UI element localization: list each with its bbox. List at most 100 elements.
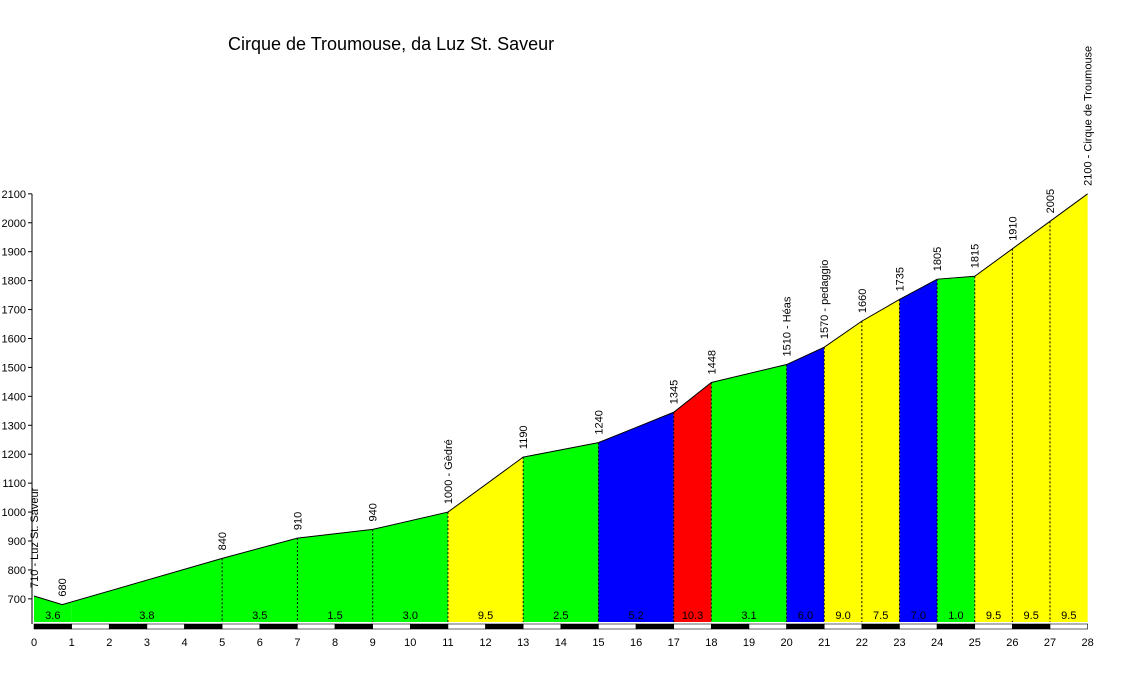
gradient-label: 9.5 <box>1024 610 1039 622</box>
km-scale-cell <box>146 623 185 630</box>
gradient-label: 6.0 <box>798 610 813 622</box>
gradient-label: 9.5 <box>478 610 493 622</box>
x-tick-label: 6 <box>257 637 263 649</box>
x-tick-label: 7 <box>294 637 300 649</box>
x-tick-label: 25 <box>969 637 981 649</box>
x-tick-label: 8 <box>332 637 338 649</box>
segment-fill <box>34 595 72 622</box>
gradient-label: 3.6 <box>45 610 60 622</box>
elevation-label: 1345 <box>669 380 681 404</box>
y-tick-label: 1800 <box>2 276 26 288</box>
x-tick-label: 9 <box>370 637 376 649</box>
x-tick-label: 1 <box>69 637 75 649</box>
y-tick-label: 1600 <box>2 333 26 345</box>
gradient-label: 3.8 <box>139 610 154 622</box>
segment-fill <box>297 529 373 622</box>
gradient-label: 10.3 <box>682 610 703 622</box>
km-scale-cell <box>334 623 373 630</box>
gradient-label: 3.1 <box>741 610 756 622</box>
elevation-label: 710 - Luz St. Saveur <box>29 487 41 588</box>
km-scale-cell <box>598 623 637 630</box>
km-scale-cell <box>748 623 787 630</box>
gradient-label: 5.2 <box>628 610 643 622</box>
y-tick-label: 2000 <box>2 218 26 230</box>
x-tick-label: 4 <box>181 637 187 649</box>
elevation-label: 1190 <box>518 425 530 449</box>
km-scale-cell <box>936 623 976 630</box>
segment-fill <box>974 248 1013 623</box>
elevation-label: 910 <box>292 512 304 530</box>
segment-fill <box>937 276 975 622</box>
km-scale-cell <box>372 623 411 630</box>
y-tick-label: 800 <box>8 565 26 577</box>
gradient-label: 3.0 <box>403 610 418 622</box>
gradient-label: 9.0 <box>835 610 850 622</box>
x-tick-label: 21 <box>818 637 830 649</box>
elevation-label: 940 <box>368 503 380 521</box>
x-tick-label: 26 <box>1006 637 1018 649</box>
segment-fill <box>673 382 712 622</box>
y-tick-label: 700 <box>8 594 26 606</box>
km-scale-cell <box>823 623 863 630</box>
km-scale-cell <box>409 623 449 630</box>
gradient-labels: 3.6 3.8 3.5 1.5 3.0 9.5 2.5 5.2 10.3 3.1 6.0 9.0 7.5… <box>45 610 1076 622</box>
elevation-label: 1448 <box>706 350 718 374</box>
elevation-label: 1805 <box>932 247 944 271</box>
elevation-label: 1910 <box>1007 216 1019 240</box>
x-tick-label: 20 <box>780 637 792 649</box>
km-scale-cell <box>711 623 750 630</box>
segment-fill <box>1012 221 1051 622</box>
km-scale-cell <box>259 623 298 630</box>
km-scale-cell <box>485 623 524 630</box>
km-scale-cell <box>786 623 825 630</box>
x-tick-label: 2 <box>106 637 112 649</box>
y-tick-label: 1300 <box>2 420 26 432</box>
segment-fill <box>447 457 524 622</box>
y-tick-label: 2100 <box>2 189 26 201</box>
x-tick-label: 24 <box>931 637 943 649</box>
km-scale-cell <box>974 623 1013 630</box>
y-tick-label: 1700 <box>2 305 26 317</box>
x-tick-label: 18 <box>705 637 717 649</box>
x-tick-label: 11 <box>442 637 453 649</box>
y-tick-label: 1400 <box>2 391 26 403</box>
x-tick-label: 28 <box>1082 637 1094 649</box>
km-scale-cell <box>560 623 599 630</box>
elevation-label: 680 <box>57 578 69 596</box>
y-tick-label: 1500 <box>2 362 26 374</box>
x-tick-label: 22 <box>856 637 868 649</box>
x-tick-label: 3 <box>144 637 150 649</box>
x-tick-label: 27 <box>1044 637 1056 649</box>
km-scale-cell <box>184 623 223 630</box>
km-scale-cell <box>1049 623 1088 630</box>
elevation-label: 1735 <box>894 267 906 291</box>
segment-fill <box>786 347 825 622</box>
segment-fill <box>71 558 223 622</box>
x-tick-label: 16 <box>630 637 642 649</box>
elevation-label: 2005 <box>1045 189 1057 213</box>
segment-fill <box>711 364 787 622</box>
km-scale-cell <box>1012 623 1051 630</box>
y-tick-label: 1100 <box>2 478 26 490</box>
segment-fill <box>523 442 599 622</box>
x-tick-label: 14 <box>555 637 567 649</box>
gradient-label: 1.0 <box>948 610 963 622</box>
chart-title: Cirque de Troumouse, da Luz St. Saveur <box>228 34 555 54</box>
gradient-label: 9.5 <box>986 610 1001 622</box>
x-tick-labels: 0 1 2 3 4 5 6 7 8 9 10 11 12 13 14 15 16 17 18 19 20 21 22 23 24… <box>31 637 1094 649</box>
gradient-label: 1.5 <box>327 610 342 622</box>
y-tick-labels: 700 800 900 1000 1100 1200 1300 1400 1500 1600 170… <box>2 189 26 606</box>
km-scale-cell <box>297 623 336 630</box>
gradient-label: 3.5 <box>252 610 267 622</box>
elevation-label: 1570 - pedaggio <box>819 260 831 340</box>
km-scale-cell <box>71 623 110 630</box>
segment-fill <box>899 279 938 622</box>
km-scale-cell <box>33 623 72 630</box>
axes <box>28 193 33 624</box>
km-scale-cell <box>635 623 675 630</box>
gradient-label: 7.0 <box>911 610 926 622</box>
segment-fill <box>598 412 674 622</box>
profile-polyline <box>33 193 1088 606</box>
elevation-label: 840 <box>217 532 229 550</box>
